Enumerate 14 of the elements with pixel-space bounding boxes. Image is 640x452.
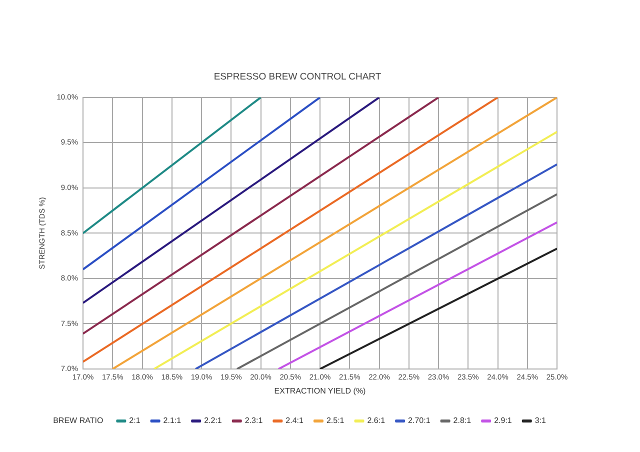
legend-label: 2.2:1: [204, 416, 222, 426]
legend-label: 2.1:1: [163, 416, 182, 426]
legend-label: 2.5:1: [326, 416, 345, 426]
legend-label: 2.3:1: [244, 416, 264, 426]
legend-label: 3:1: [534, 416, 547, 426]
legend-label: 2.6:1: [367, 416, 386, 426]
legend-label: 2.70:1: [408, 416, 431, 426]
legend-label: 2.8:1: [453, 416, 472, 426]
legend-label: 2:1: [129, 416, 141, 426]
x-axis-title: EXTRACTION YIELD (%): [274, 386, 366, 396]
legend-label: 2.4:1: [286, 416, 304, 426]
legend-title: BREW RATIO: [53, 416, 104, 426]
legend-label: 2.9:1: [494, 416, 512, 426]
chart-title: ESPRESSO BREW CONTROL CHART: [214, 71, 382, 82]
